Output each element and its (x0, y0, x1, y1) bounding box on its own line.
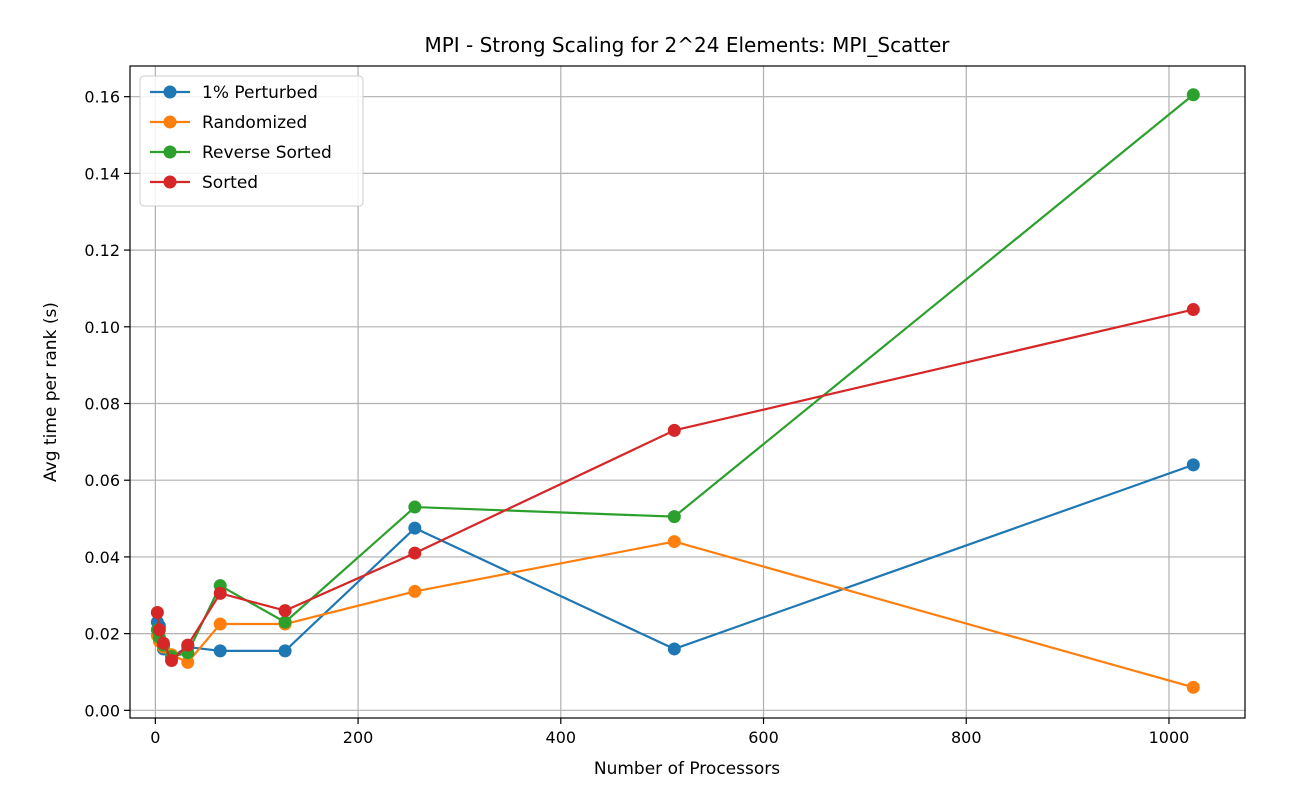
y-tick-label: 0.04 (84, 548, 120, 567)
legend-label: Randomized (202, 113, 307, 133)
data-point-1-perturbed (408, 521, 422, 535)
legend-box (139, 75, 364, 207)
x-axis-label: Number of Processors (594, 759, 780, 779)
data-point-sorted (278, 604, 292, 618)
series-1-perturbed (150, 458, 1200, 664)
data-point-randomized (408, 584, 422, 598)
series-line-sorted (156, 308, 1194, 662)
data-point-sorted (667, 423, 681, 437)
data-point-1-perturbed (213, 644, 227, 658)
data-point-randomized (1186, 680, 1200, 694)
y-tick-label: 0.00 (84, 701, 120, 720)
data-point-reverse-sorted (1186, 88, 1200, 102)
legend-swatch-marker (163, 115, 177, 129)
chart-title: MPI - Strong Scaling for 2^24 Elements: … (424, 33, 950, 57)
y-tick-label: 0.02 (84, 625, 120, 644)
series-line-randomized (156, 540, 1194, 689)
y-tick-label: 0.10 (84, 318, 120, 337)
data-point-randomized (667, 535, 681, 549)
grid (130, 66, 1245, 718)
data-point-sorted (152, 623, 166, 637)
data-point-sorted (156, 636, 170, 650)
data-point-reverse-sorted (278, 615, 292, 629)
data-point-1-perturbed (1186, 458, 1200, 472)
y-tick-label: 0.06 (84, 471, 120, 490)
y-tick-label: 0.14 (84, 164, 120, 183)
y-tick-label: 0.08 (84, 395, 120, 414)
x-tick-label: 0 (150, 728, 160, 747)
y-tick-label: 0.12 (84, 241, 120, 260)
x-tick-label: 200 (343, 728, 374, 747)
series-line-1-perturbed (156, 463, 1194, 658)
legend-swatch-marker (163, 175, 177, 189)
x-tick-label: 400 (546, 728, 577, 747)
data-point-reverse-sorted (667, 510, 681, 524)
data-point-sorted (165, 653, 179, 667)
y-tick-label: 0.16 (84, 88, 120, 107)
legend: 1% Perturbed Randomized Reverse Sorted Sort… (139, 75, 364, 207)
x-tick-label: 600 (748, 728, 779, 747)
legend-label: 1% Perturbed (202, 83, 318, 103)
data-point-sorted (1186, 303, 1200, 317)
legend-entry: Reverse Sorted (150, 143, 332, 163)
data-point-reverse-sorted (408, 500, 422, 514)
data-point-sorted (408, 546, 422, 560)
series-layer (150, 88, 1200, 694)
data-point-1-perturbed (667, 642, 681, 656)
data-point-randomized (181, 655, 195, 669)
data-point-1-perturbed (278, 644, 292, 658)
legend-entry: Sorted (150, 173, 258, 193)
data-point-sorted (181, 638, 195, 652)
legend-entry: 1% Perturbed (150, 83, 318, 103)
x-tick-label: 1000 (1149, 728, 1190, 747)
legend-swatch-marker (163, 85, 177, 99)
legend-label: Sorted (202, 173, 258, 193)
plot-frame (129, 65, 1246, 719)
ticks: 0 200 400 600 800 1000 0.00 0.02 0.04 0.06 0.08 0.1… (84, 88, 1189, 747)
data-point-randomized (213, 617, 227, 631)
series-randomized (150, 535, 1200, 694)
x-tick-label: 800 (951, 728, 982, 747)
legend-swatch-marker (163, 145, 177, 159)
legend-entry: Randomized (150, 113, 307, 133)
data-point-sorted (150, 606, 164, 620)
legend-label: Reverse Sorted (202, 143, 332, 163)
y-axis-label: Avg time per rank (s) (41, 302, 61, 482)
data-point-sorted (213, 586, 227, 600)
series-sorted (150, 303, 1200, 667)
